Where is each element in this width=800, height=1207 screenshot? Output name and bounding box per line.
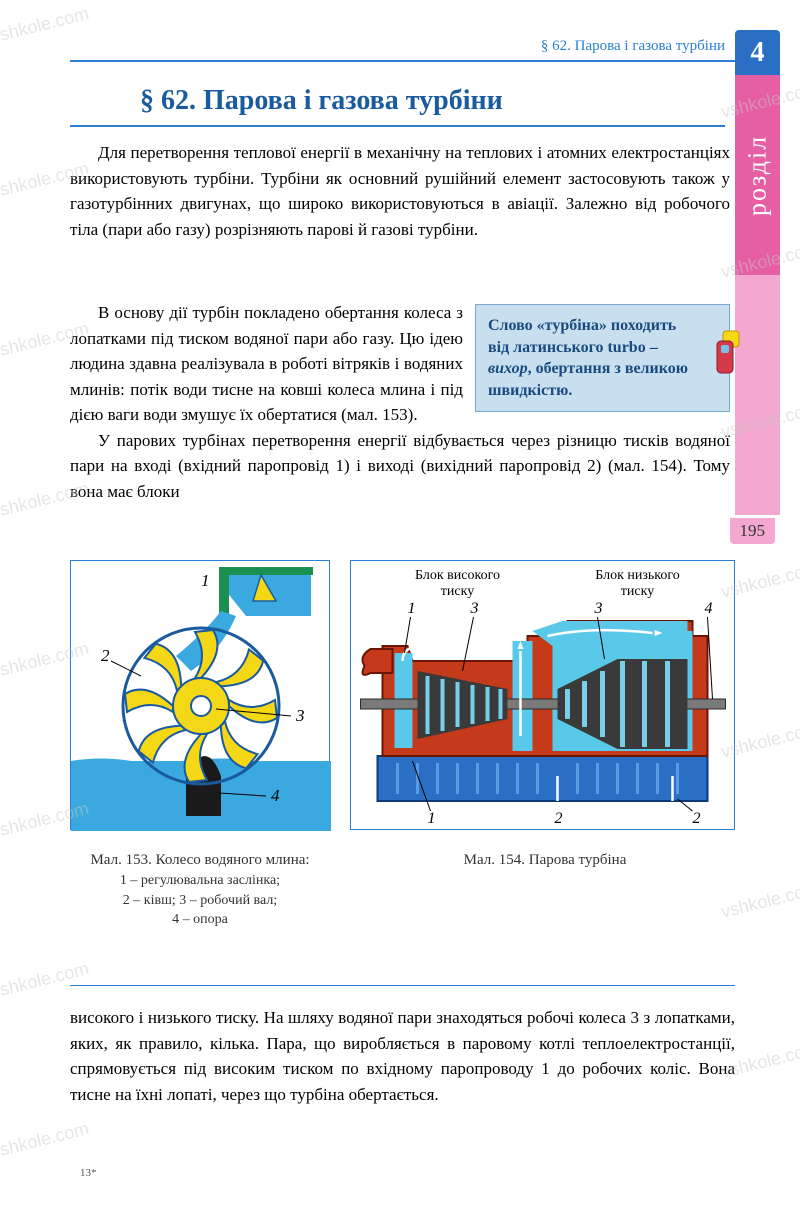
svg-text:2: 2: [101, 646, 110, 665]
side-stripe: [735, 275, 780, 515]
info-icon: [713, 327, 741, 379]
watermark: vshkole.com: [0, 1118, 91, 1163]
info-text-pre: Слово «турбіна» походить від латинського…: [488, 317, 676, 356]
paragraph-1: Для перетворення теплової енергії в меха…: [70, 140, 730, 242]
svg-text:1: 1: [201, 571, 210, 590]
info-text-em: вихор: [488, 360, 528, 377]
chapter-tab: 4: [735, 30, 780, 75]
header-rule: [70, 60, 735, 62]
svg-text:тиску: тиску: [621, 584, 654, 599]
paragraph-text: високого і низького тиску. На шляху водя…: [70, 1008, 735, 1104]
paragraph-3: високого і низького тиску. На шляху водя…: [70, 1005, 735, 1107]
caption-rule: [70, 985, 735, 986]
svg-text:3: 3: [295, 706, 305, 725]
svg-text:1: 1: [428, 810, 436, 827]
paragraph-text: У парових турбінах перетворення енергії …: [70, 428, 730, 505]
svg-text:3: 3: [470, 600, 479, 617]
running-title: § 62. Парова і газова турбіни: [541, 38, 725, 55]
figure-153: 1 2 3 4: [70, 560, 330, 830]
figure-captions: Мал. 153. Колесо водяного млина: 1 – рег…: [70, 850, 735, 930]
section-title: § 62. Парова і газова турбіни: [140, 85, 503, 117]
paragraph-2-block: Слово «турбіна» походить від латинського…: [70, 300, 730, 504]
caption-title: Мал. 153. Колесо водяного млина:: [70, 850, 330, 871]
svg-text:4: 4: [271, 786, 280, 805]
svg-text:тиску: тиску: [441, 584, 474, 599]
caption-154: Мал. 154. Парова турбіна: [355, 850, 735, 871]
svg-text:3: 3: [594, 600, 603, 617]
figure-154: Блок високого тиску Блок низького тиску: [350, 560, 735, 830]
figures-row: 1 2 3 4 Блок високого тиску Блок низьког…: [70, 560, 735, 840]
svg-text:Блок низького: Блок низького: [595, 568, 680, 583]
paragraph-text: Для перетворення теплової енергії в меха…: [70, 140, 730, 242]
svg-text:2: 2: [555, 810, 563, 827]
svg-text:2: 2: [693, 810, 701, 827]
info-text: Слово «турбіна» походить від латинського…: [488, 317, 688, 399]
svg-text:Блок високого: Блок високого: [415, 568, 500, 583]
footer-signature: 13*: [80, 1167, 97, 1179]
title-rule: [70, 125, 725, 127]
section-side-label: розділ: [735, 75, 780, 275]
watermark: vshkole.com: [0, 958, 91, 1003]
watermark: vshkole.com: [0, 3, 91, 48]
info-callout: Слово «турбіна» походить від латинського…: [475, 304, 730, 412]
svg-text:4: 4: [705, 600, 713, 617]
page-number: 195: [730, 518, 776, 544]
svg-text:1: 1: [408, 600, 416, 617]
caption-title: Мал. 154. Парова турбіна: [355, 850, 735, 871]
caption-legend: 1 – регулювальна заслінка; 2 – ківш; 3 –…: [70, 871, 330, 930]
caption-153: Мал. 153. Колесо водяного млина: 1 – рег…: [70, 850, 330, 930]
